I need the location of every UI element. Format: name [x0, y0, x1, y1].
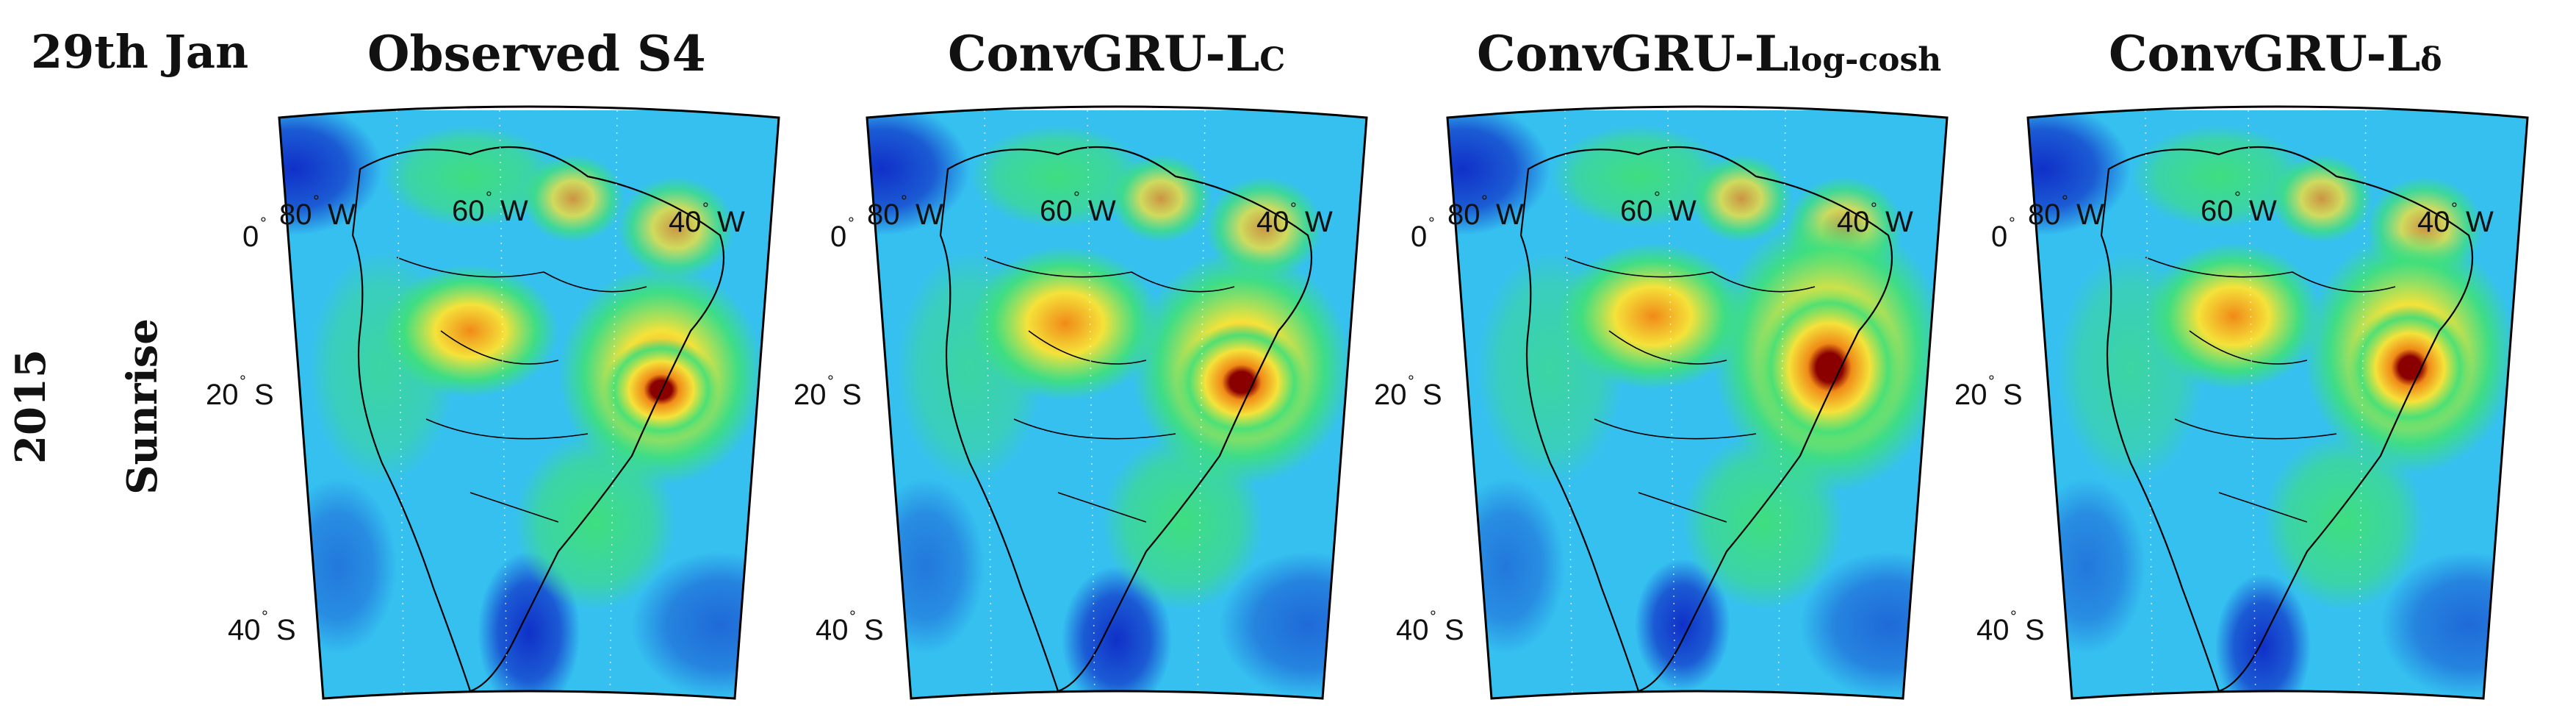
- svg-text:°: °: [849, 607, 856, 626]
- lon-label-40w: 40: [1256, 206, 1289, 238]
- coastline: [351, 146, 725, 693]
- svg-text:°: °: [1428, 214, 1435, 232]
- svg-text:°: °: [1654, 188, 1661, 207]
- map-frame: [1446, 105, 1949, 700]
- svg-text:°: °: [1290, 199, 1297, 218]
- lat-label-40s: 40: [1976, 614, 2010, 646]
- panel-title-observed: Observed S4: [367, 25, 706, 82]
- lat-label-20s: 20: [1374, 379, 1407, 411]
- lat-label-0: 0: [1991, 221, 2007, 253]
- lat-label-40s: 40: [1396, 614, 1429, 646]
- lon-label-80w: 80: [2028, 199, 2061, 231]
- map-panel-lc: 0 °20 ° S40 ° S80 ° W 60 ° W 40 ° W: [794, 105, 1368, 700]
- svg-text:S: S: [254, 379, 274, 411]
- svg-text:°: °: [260, 214, 267, 232]
- svg-text:S: S: [1422, 379, 1442, 411]
- lat-label-40s: 40: [816, 614, 849, 646]
- lon-label-60w: 60: [452, 195, 485, 227]
- svg-text:S: S: [864, 614, 884, 646]
- lon-label-60w: 60: [2201, 195, 2234, 227]
- svg-text:°: °: [262, 607, 268, 626]
- map-panel-observed: 0 °20 ° S40 ° S80 ° W 60 ° W 40 ° W: [206, 105, 780, 700]
- svg-text:°: °: [1871, 199, 1877, 218]
- svg-text:°: °: [827, 372, 834, 390]
- svg-text:°: °: [1408, 372, 1414, 390]
- coastline: [1519, 146, 1893, 693]
- svg-text:W: W: [1885, 206, 1913, 238]
- svg-text:W: W: [1088, 195, 1116, 227]
- lat-label-40s: 40: [228, 614, 261, 646]
- lat-label-0: 0: [242, 221, 259, 253]
- year-label: 2015: [7, 349, 55, 464]
- lon-label-40w: 40: [669, 206, 702, 238]
- panel-title-logcosh: ConvGRU-Llog-cosh: [1477, 25, 1942, 82]
- lon-label-80w: 80: [867, 199, 900, 231]
- svg-text:°: °: [702, 199, 709, 218]
- svg-text:W: W: [2249, 195, 2277, 227]
- svg-text:°: °: [1481, 192, 1488, 210]
- svg-text:W: W: [2466, 206, 2494, 238]
- s4-field: [2028, 107, 2528, 698]
- svg-text:W: W: [1669, 195, 1697, 227]
- svg-text:°: °: [1430, 607, 1436, 626]
- svg-text:°: °: [240, 372, 246, 390]
- svg-text:°: °: [2062, 192, 2068, 210]
- lat-label-0: 0: [1411, 221, 1427, 253]
- svg-text:°: °: [1073, 188, 1080, 207]
- lon-label-80w: 80: [279, 199, 312, 231]
- svg-text:°: °: [2009, 214, 2015, 232]
- lat-label-0: 0: [830, 221, 846, 253]
- s4-field: [867, 107, 1367, 698]
- lat-label-20s: 20: [206, 379, 239, 411]
- lon-label-80w: 80: [1447, 199, 1481, 231]
- coastline: [2100, 146, 2474, 693]
- lat-label-20s: 20: [794, 379, 827, 411]
- map-frame: [278, 105, 780, 700]
- svg-text:°: °: [313, 192, 320, 210]
- map-panel-delta: 0 °20 ° S40 ° S80 ° W 60 ° W 40 ° W: [1954, 105, 2529, 700]
- phase-label: Sunrise: [118, 318, 167, 495]
- svg-text:S: S: [2025, 614, 2045, 646]
- svg-text:°: °: [2010, 607, 2017, 626]
- map-frame: [2026, 105, 2529, 700]
- lat-label-20s: 20: [1954, 379, 1987, 411]
- lon-label-40w: 40: [2417, 206, 2450, 238]
- panel-title-lc: ConvGRU-LC: [948, 25, 1286, 82]
- lon-label-40w: 40: [1837, 206, 1870, 238]
- s4-field: [1447, 107, 1947, 698]
- map-frame: [866, 105, 1368, 700]
- svg-text:S: S: [842, 379, 862, 411]
- map-panel-logcosh: 0 °20 ° S40 ° S80 ° W 60 ° W 40 ° W: [1374, 105, 1949, 700]
- svg-text:°: °: [2234, 188, 2241, 207]
- svg-text:W: W: [2076, 199, 2104, 231]
- date-label: 29th Jan: [31, 25, 249, 79]
- svg-text:W: W: [500, 195, 528, 227]
- svg-text:°: °: [901, 192, 907, 210]
- svg-text:W: W: [1496, 199, 1524, 231]
- svg-text:°: °: [1988, 372, 1995, 390]
- s4-field: [279, 107, 779, 698]
- lon-label-60w: 60: [1040, 195, 1073, 227]
- panel-title-delta: ConvGRU-Lδ: [2109, 25, 2442, 82]
- coastline: [939, 146, 1313, 693]
- svg-text:°: °: [486, 188, 492, 207]
- svg-text:S: S: [2003, 379, 2023, 411]
- svg-text:S: S: [1444, 614, 1464, 646]
- svg-text:W: W: [328, 199, 356, 231]
- svg-text:W: W: [1305, 206, 1333, 238]
- lon-label-60w: 60: [1620, 195, 1653, 227]
- svg-text:°: °: [848, 214, 855, 232]
- svg-text:°: °: [2451, 199, 2458, 218]
- svg-text:W: W: [717, 206, 745, 238]
- svg-text:S: S: [276, 614, 296, 646]
- svg-text:W: W: [915, 199, 943, 231]
